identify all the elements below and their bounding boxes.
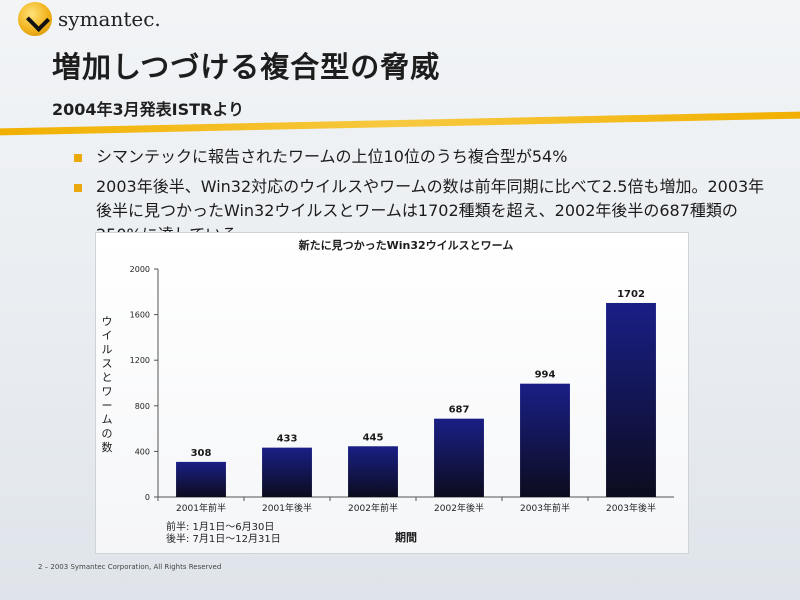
bar xyxy=(520,383,570,497)
bar xyxy=(606,302,656,497)
bar-data-label: 445 xyxy=(363,432,384,443)
bar-data-label: 687 xyxy=(449,405,470,416)
period-note: 前半: 1月1日～6月30日 後半: 7月1日～12月31日 xyxy=(166,522,281,546)
bullet-item: シマンテックに報告されたワームの上位10位のうち複合型が54% xyxy=(74,145,774,169)
bar-data-label: 1702 xyxy=(617,289,645,300)
footer-copyright: 2 – 2003 Symantec Corporation, All Right… xyxy=(38,563,222,571)
slide-title: 増加しつづける複合型の脅威 xyxy=(52,50,441,84)
bar xyxy=(176,461,226,497)
y-tick-label: 1200 xyxy=(130,356,150,365)
y-tick-label: 800 xyxy=(135,402,150,411)
bar-data-label: 433 xyxy=(277,434,298,445)
bar-chart: 新たに見つかったWin32ウイルスとワーム 0 400 800 1200 1600 2000… xyxy=(130,238,674,544)
slide-subtitle: 2004年3月発表ISTRより xyxy=(52,100,245,119)
x-tick-label: 2001年後半 xyxy=(262,502,312,514)
x-tick-label: 2002年前半 xyxy=(348,502,398,514)
y-tick-label: 0 xyxy=(145,493,150,502)
chart-panel: 新たに見つかったWin32ウイルスとワーム 0 400 800 1200 1600 2000… xyxy=(95,232,689,554)
brand: symantec. xyxy=(18,2,161,36)
y-tick-label: 400 xyxy=(135,447,150,456)
chart-title: 新たに見つかったWin32ウイルスとワーム xyxy=(299,238,514,252)
y-axis-label: ウイルスとワームの数 xyxy=(101,315,113,454)
x-tick-label: 2003年後半 xyxy=(606,502,656,514)
bar xyxy=(262,447,312,497)
x-axis-label: 期間 xyxy=(395,530,417,544)
period-note-line-1: 前半: 1月1日～6月30日 xyxy=(166,522,275,533)
bullet-list: シマンテックに報告されたワームの上位10位のうち複合型が54% 2003年後半、… xyxy=(74,145,774,253)
bar-data-label: 308 xyxy=(191,448,212,459)
period-note-line-2: 後半: 7月1日～12月31日 xyxy=(166,534,281,545)
symantec-logo-icon xyxy=(18,2,52,36)
y-tick-label: 2000 xyxy=(130,265,150,274)
x-tick-label: 2003年前半 xyxy=(520,502,570,514)
bullet-item: 2003年後半、Win32対応のウイルスやワームの数は前年同期に比べて2.5倍も… xyxy=(74,175,774,247)
bar-data-label: 994 xyxy=(535,370,556,381)
x-tick-label: 2001年前半 xyxy=(176,502,226,514)
x-tick-label: 2002年後半 xyxy=(434,502,484,514)
brand-name: symantec. xyxy=(58,7,161,31)
bar xyxy=(434,418,484,497)
bar xyxy=(348,446,398,497)
y-tick-label: 1600 xyxy=(130,311,150,320)
